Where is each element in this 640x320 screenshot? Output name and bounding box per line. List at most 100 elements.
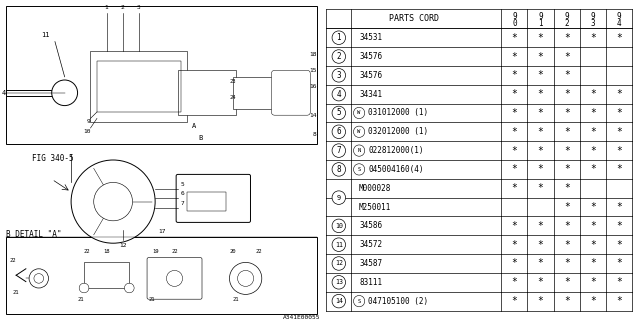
FancyBboxPatch shape xyxy=(147,258,202,299)
Text: *: * xyxy=(511,127,517,137)
Circle shape xyxy=(332,87,346,101)
Text: *: * xyxy=(590,33,596,43)
Circle shape xyxy=(71,160,155,243)
Text: *: * xyxy=(511,240,517,250)
Text: *: * xyxy=(511,183,517,193)
Text: *: * xyxy=(590,108,596,118)
Text: 0: 0 xyxy=(512,19,516,28)
Text: 10: 10 xyxy=(335,223,343,229)
Text: *: * xyxy=(590,296,596,306)
Text: *: * xyxy=(538,70,543,80)
Text: W: W xyxy=(358,110,361,116)
Text: *: * xyxy=(564,183,570,193)
Text: *: * xyxy=(564,296,570,306)
Text: *: * xyxy=(616,108,622,118)
Text: 22: 22 xyxy=(255,249,262,254)
Text: *: * xyxy=(564,127,570,137)
Text: 24: 24 xyxy=(230,95,236,100)
Circle shape xyxy=(332,106,346,120)
Circle shape xyxy=(332,276,346,289)
Bar xyxy=(84,262,129,288)
Text: *: * xyxy=(564,240,570,250)
Text: 22: 22 xyxy=(10,259,16,263)
Text: S: S xyxy=(358,167,361,172)
Text: *: * xyxy=(564,108,570,118)
Text: *: * xyxy=(616,259,622,268)
Text: 34576: 34576 xyxy=(359,52,382,61)
Text: *: * xyxy=(590,277,596,287)
Text: M250011: M250011 xyxy=(359,203,392,212)
Bar xyxy=(6,6,317,144)
Text: 9: 9 xyxy=(87,119,90,124)
Text: *: * xyxy=(590,127,596,137)
Text: *: * xyxy=(564,164,570,174)
Text: 14: 14 xyxy=(335,298,343,304)
Text: *: * xyxy=(511,52,517,61)
Text: 19: 19 xyxy=(152,249,158,254)
Text: *: * xyxy=(564,146,570,156)
Circle shape xyxy=(353,164,365,175)
Text: *: * xyxy=(538,259,543,268)
Circle shape xyxy=(332,191,346,204)
Text: *: * xyxy=(511,33,517,43)
Text: 17: 17 xyxy=(158,228,165,234)
Text: *: * xyxy=(616,146,622,156)
Text: *: * xyxy=(616,277,622,287)
Text: 21: 21 xyxy=(13,291,19,295)
Text: *: * xyxy=(564,202,570,212)
Text: A: A xyxy=(192,123,196,129)
Text: *: * xyxy=(538,108,543,118)
Text: *: * xyxy=(538,33,543,43)
Text: 23: 23 xyxy=(230,79,236,84)
Bar xyxy=(188,192,227,211)
Bar xyxy=(178,70,236,115)
Text: *: * xyxy=(564,221,570,231)
Text: N: N xyxy=(358,148,361,153)
Text: 9: 9 xyxy=(337,195,341,201)
Text: W: W xyxy=(358,129,361,134)
Text: 21: 21 xyxy=(148,297,155,302)
Text: 031012000 (1): 031012000 (1) xyxy=(369,108,429,117)
Bar xyxy=(233,77,278,109)
Text: 11: 11 xyxy=(335,242,343,248)
Text: 7: 7 xyxy=(337,146,341,155)
Circle shape xyxy=(332,50,346,63)
Text: 34587: 34587 xyxy=(359,259,382,268)
Text: FIG 340-5: FIG 340-5 xyxy=(32,154,74,163)
Text: *: * xyxy=(616,33,622,43)
Text: *: * xyxy=(564,33,570,43)
Text: *: * xyxy=(590,146,596,156)
Text: 2: 2 xyxy=(337,52,341,61)
Text: *: * xyxy=(511,146,517,156)
Circle shape xyxy=(332,294,346,308)
Text: *: * xyxy=(511,296,517,306)
Text: *: * xyxy=(538,240,543,250)
Text: *: * xyxy=(538,164,543,174)
Text: *: * xyxy=(538,146,543,156)
Text: 6: 6 xyxy=(181,191,185,196)
Text: *: * xyxy=(590,89,596,99)
Text: *: * xyxy=(538,127,543,137)
Text: *: * xyxy=(616,89,622,99)
Text: 1: 1 xyxy=(105,4,109,10)
Text: 34576: 34576 xyxy=(359,71,382,80)
Text: S: S xyxy=(358,299,361,304)
Text: *: * xyxy=(616,296,622,306)
Text: 34586: 34586 xyxy=(359,221,382,230)
Text: M000028: M000028 xyxy=(359,184,392,193)
Bar xyxy=(90,51,188,122)
Text: 16: 16 xyxy=(309,84,317,89)
Text: *: * xyxy=(511,164,517,174)
Circle shape xyxy=(332,257,346,270)
Text: 22: 22 xyxy=(172,249,178,254)
Text: *: * xyxy=(564,277,570,287)
Text: *: * xyxy=(564,89,570,99)
Text: 12: 12 xyxy=(335,260,343,267)
Text: *: * xyxy=(564,70,570,80)
Text: 34572: 34572 xyxy=(359,240,382,249)
Text: 045004160(4): 045004160(4) xyxy=(369,165,424,174)
Text: *: * xyxy=(511,277,517,287)
Circle shape xyxy=(353,126,365,137)
Text: *: * xyxy=(590,259,596,268)
Bar xyxy=(6,237,317,314)
